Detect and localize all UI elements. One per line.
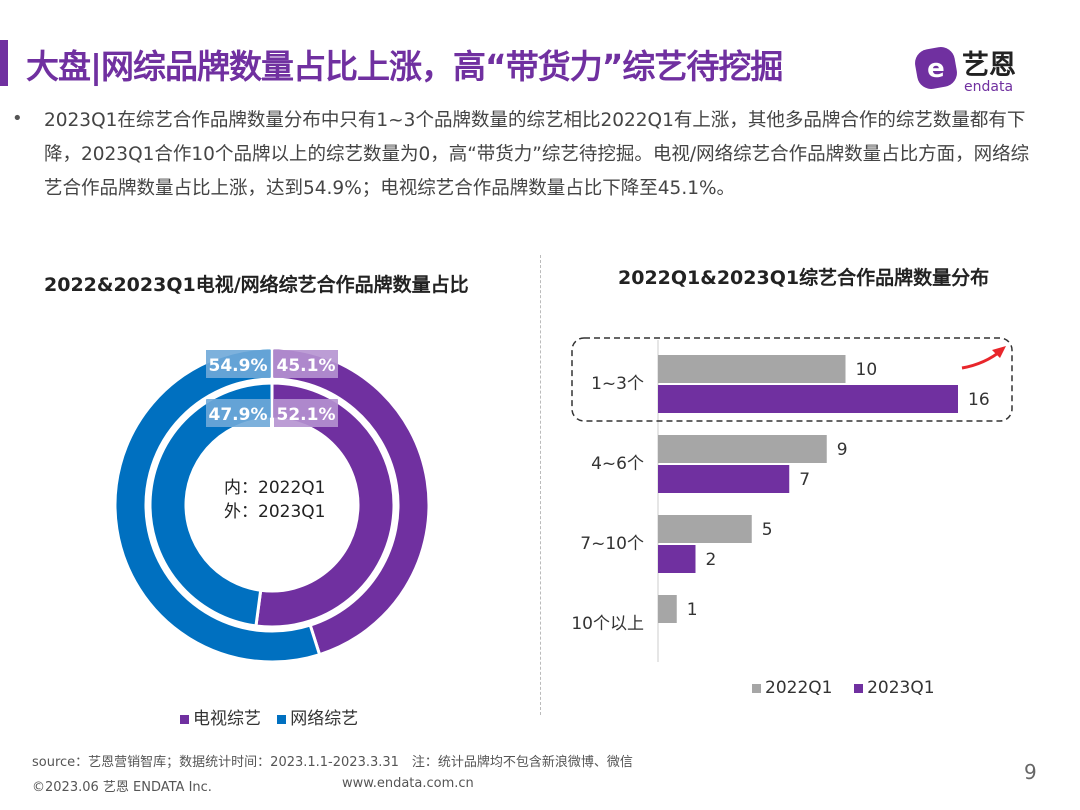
- legend-label-web: 网络综艺: [290, 709, 359, 729]
- legend-label-tv: 电视综艺: [193, 709, 261, 729]
- highlight-box: [571, 337, 1013, 422]
- donut-slice-2022Q1-0: [254, 381, 396, 629]
- arrow-head-icon: [992, 346, 1006, 358]
- page-title: 大盘|网综品牌数量占比上涨，高“带货力”综艺待挖掘: [26, 47, 783, 86]
- bar-2023Q1: [658, 465, 790, 493]
- source-note: source：艺恩营销智库；数据统计时间：2023.1.1-2023.3.31 …: [32, 755, 633, 770]
- category-label: 1~3个: [591, 374, 644, 394]
- svg-text:endata: endata: [964, 79, 1013, 94]
- legend-label-2023: 2023Q1: [867, 678, 935, 698]
- legend-item-2022: 2022Q1: [752, 678, 832, 698]
- svg-text:艺恩: 艺恩: [962, 50, 1016, 81]
- category-label: 7~10个: [580, 534, 644, 554]
- bullet-dot: •: [12, 108, 23, 129]
- copyright: ©2023.06 艺恩 ENDATA Inc.: [32, 780, 212, 795]
- category-label: 10个以上: [571, 614, 644, 634]
- bar-2022Q1: [658, 435, 827, 463]
- donut-data-label: 45.1%: [277, 356, 336, 376]
- legend-swatch-tv: [180, 714, 189, 724]
- bar-value-label: 5: [762, 520, 773, 540]
- website-link[interactable]: www.endata.com.cn: [342, 776, 474, 791]
- legend-swatch-2023: [854, 683, 864, 693]
- donut-label-box: [274, 350, 338, 378]
- page-number: 9: [1024, 760, 1037, 784]
- bar-2022Q1: [658, 355, 846, 383]
- category-label: 4~6个: [591, 454, 644, 474]
- bar-chart-title: 2022Q1&2023Q1综艺合作品牌数量分布: [618, 267, 990, 289]
- donut-data-label: 47.9%: [209, 405, 268, 425]
- bar-2023Q1: [658, 545, 696, 573]
- bar-value-label: 1: [687, 600, 698, 620]
- legend-label-2022: 2022Q1: [765, 678, 833, 698]
- endata-logo: e 艺恩 endata: [915, 47, 1016, 94]
- donut-legend: 电视综艺 网络综艺: [180, 704, 358, 729]
- bar-2023Q1: [658, 385, 958, 413]
- legend-item-tv: 电视综艺: [180, 709, 261, 729]
- donut-data-label: 52.1%: [277, 405, 336, 425]
- svg-text:e: e: [927, 54, 945, 84]
- donut-slice-2023Q1-1: [113, 346, 322, 664]
- legend-swatch-2022: [752, 683, 761, 693]
- bar-legend: 2022Q1 2023Q1: [752, 678, 935, 698]
- donut-label-box: [274, 399, 338, 427]
- donut-label-box: [206, 399, 270, 427]
- divider: [540, 255, 541, 715]
- donut-label-box: [206, 350, 270, 378]
- bar-value-label: 9: [837, 440, 848, 460]
- bar-value-label: 16: [968, 390, 990, 410]
- bar-2022Q1: [658, 515, 752, 543]
- donut-data-label: 54.9%: [209, 356, 268, 376]
- legend-item-2023: 2023Q1: [854, 678, 935, 698]
- bar-chart: 1~3个 10 16 4~6个 9 7 7~10个 5 2 10个以上 1: [571, 337, 1013, 662]
- legend-item-web: 网络综艺: [277, 709, 358, 729]
- donut-slice-2022Q1-1: [148, 381, 274, 628]
- legend-swatch-web: [277, 714, 287, 724]
- title-accent-bar: [0, 40, 8, 86]
- donut-center-label: 外：2023Q1: [224, 502, 325, 522]
- donut-chart-title: 2022&2023Q1电视/网络综艺合作品牌数量占比: [44, 274, 469, 296]
- summary-text: 2023Q1在综艺合作品牌数量分布中只有1~3个品牌数量的综艺相比2022Q1有…: [44, 110, 1030, 199]
- donut-chart: 52.1% 47.9% 45.1% 54.9% 内：2022Q1 外：2023Q1: [113, 346, 431, 664]
- donut-center-label: 内：2022Q1: [224, 478, 325, 498]
- bar-value-label: 2: [706, 550, 717, 570]
- bar-2022Q1: [658, 595, 677, 623]
- bar-value-label: 7: [799, 470, 810, 490]
- bar-value-label: 10: [856, 360, 878, 380]
